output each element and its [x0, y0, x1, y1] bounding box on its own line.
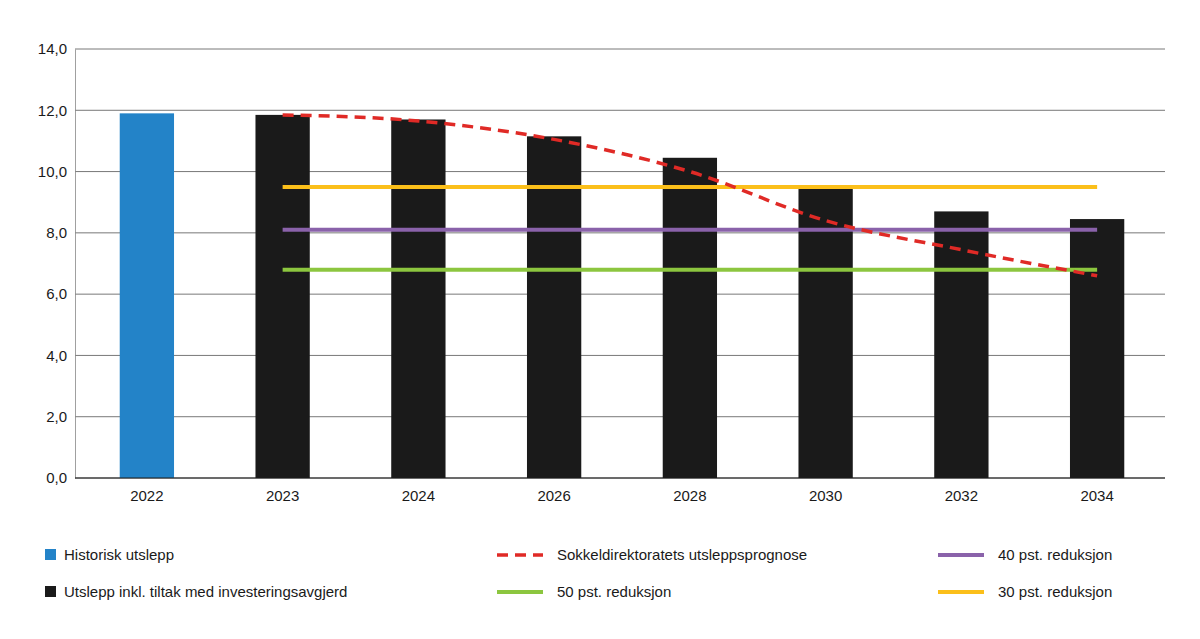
grid-line — [75, 171, 1165, 172]
y-tick: 6,0 — [46, 285, 75, 302]
chart: 0,02,04,06,08,010,012,014,02022202320242… — [0, 0, 1200, 639]
y-tick-label: 14,0 — [38, 40, 67, 57]
bar-series — [255, 115, 1124, 478]
x-tick-label: 2026 — [537, 487, 570, 504]
bar-series — [120, 113, 174, 478]
grid — [75, 49, 1165, 478]
y-tick: 8,0 — [46, 224, 75, 241]
y-tick: 0,0 — [46, 469, 75, 486]
bar — [255, 115, 309, 478]
y-tick-label: 10,0 — [38, 163, 67, 180]
grid-line — [75, 232, 1165, 233]
legend-label: Sokkeldirektoratets utsleppsprognose — [557, 546, 807, 563]
bar — [934, 211, 988, 478]
y-tick-label: 8,0 — [46, 224, 67, 241]
x-axis: 2022 2023 2024 2026 2028 2030 2032 2034 — [75, 478, 1165, 504]
y-tick: 14,0 — [38, 40, 75, 57]
legend-item: 50 pst. reduksjon — [497, 583, 671, 600]
y-tick: 12,0 — [38, 102, 75, 119]
bar — [391, 119, 445, 478]
legend-label: Utslepp inkl. tiltak med investeringsavg… — [64, 583, 347, 600]
y-tick: 10,0 — [38, 163, 75, 180]
legend-label: 40 pst. reduksjon — [998, 546, 1112, 563]
x-tick: 2023 — [266, 478, 299, 504]
x-tick-label: 2024 — [402, 487, 435, 504]
grid-line — [75, 355, 1165, 356]
bar — [120, 113, 174, 478]
x-tick: 2026 — [537, 478, 570, 504]
legend-label: 50 pst. reduksjon — [557, 583, 671, 600]
x-tick-label: 2023 — [266, 487, 299, 504]
y-tick-label: 12,0 — [38, 102, 67, 119]
x-tick-label: 2028 — [673, 487, 706, 504]
x-tick: 2032 — [945, 478, 978, 504]
legend-swatch — [497, 590, 543, 594]
legend-swatch — [45, 549, 56, 560]
y-tick-label: 0,0 — [46, 469, 67, 486]
y-axis: 0,0 2,0 4,0 6,0 8,0 10,0 12,0 14,0 — [38, 40, 76, 486]
legend-item: 40 pst. reduksjon — [938, 546, 1112, 563]
forecast-line — [283, 115, 1098, 276]
grid-line — [75, 294, 1165, 295]
legend-item: Utslepp inkl. tiltak med investeringsavg… — [45, 583, 347, 600]
x-tick-label: 2032 — [945, 487, 978, 504]
x-axis-line — [75, 478, 1165, 479]
y-tick: 4,0 — [46, 347, 75, 364]
legend-swatch — [938, 590, 984, 594]
grid-line — [75, 110, 1165, 111]
y-axis-line — [75, 50, 76, 479]
legend-swatch — [938, 553, 984, 557]
x-tick: 2022 — [130, 478, 163, 504]
legend: Historisk utslepp Utslepp inkl. tiltak me… — [45, 546, 1112, 600]
plot-area — [120, 113, 1125, 478]
y-tick: 2,0 — [46, 408, 75, 425]
x-tick-label: 2030 — [809, 487, 842, 504]
x-tick: 2030 — [809, 478, 842, 504]
legend-swatch — [497, 553, 543, 557]
grid-line — [75, 49, 1165, 50]
bar — [663, 158, 717, 478]
legend-label: Historisk utslepp — [64, 546, 174, 563]
grid-line — [75, 478, 1165, 479]
legend-item: 30 pst. reduksjon — [938, 583, 1112, 600]
x-tick: 2028 — [673, 478, 706, 504]
reference-line — [283, 268, 1098, 272]
x-tick-label: 2034 — [1080, 487, 1113, 504]
reference-line — [283, 185, 1098, 189]
legend-item: Historisk utslepp — [45, 546, 174, 563]
x-tick: 2024 — [402, 478, 435, 504]
x-tick: 2034 — [1080, 478, 1113, 504]
y-tick-label: 6,0 — [46, 285, 67, 302]
grid-line — [75, 416, 1165, 417]
reference-line — [283, 228, 1098, 232]
bar — [1070, 219, 1124, 478]
y-tick-label: 2,0 — [46, 408, 67, 425]
legend-swatch — [45, 586, 56, 597]
legend-item: Sokkeldirektoratets utsleppsprognose — [497, 546, 807, 563]
legend-label: 30 pst. reduksjon — [998, 583, 1112, 600]
x-tick-label: 2022 — [130, 487, 163, 504]
y-tick-label: 4,0 — [46, 347, 67, 364]
